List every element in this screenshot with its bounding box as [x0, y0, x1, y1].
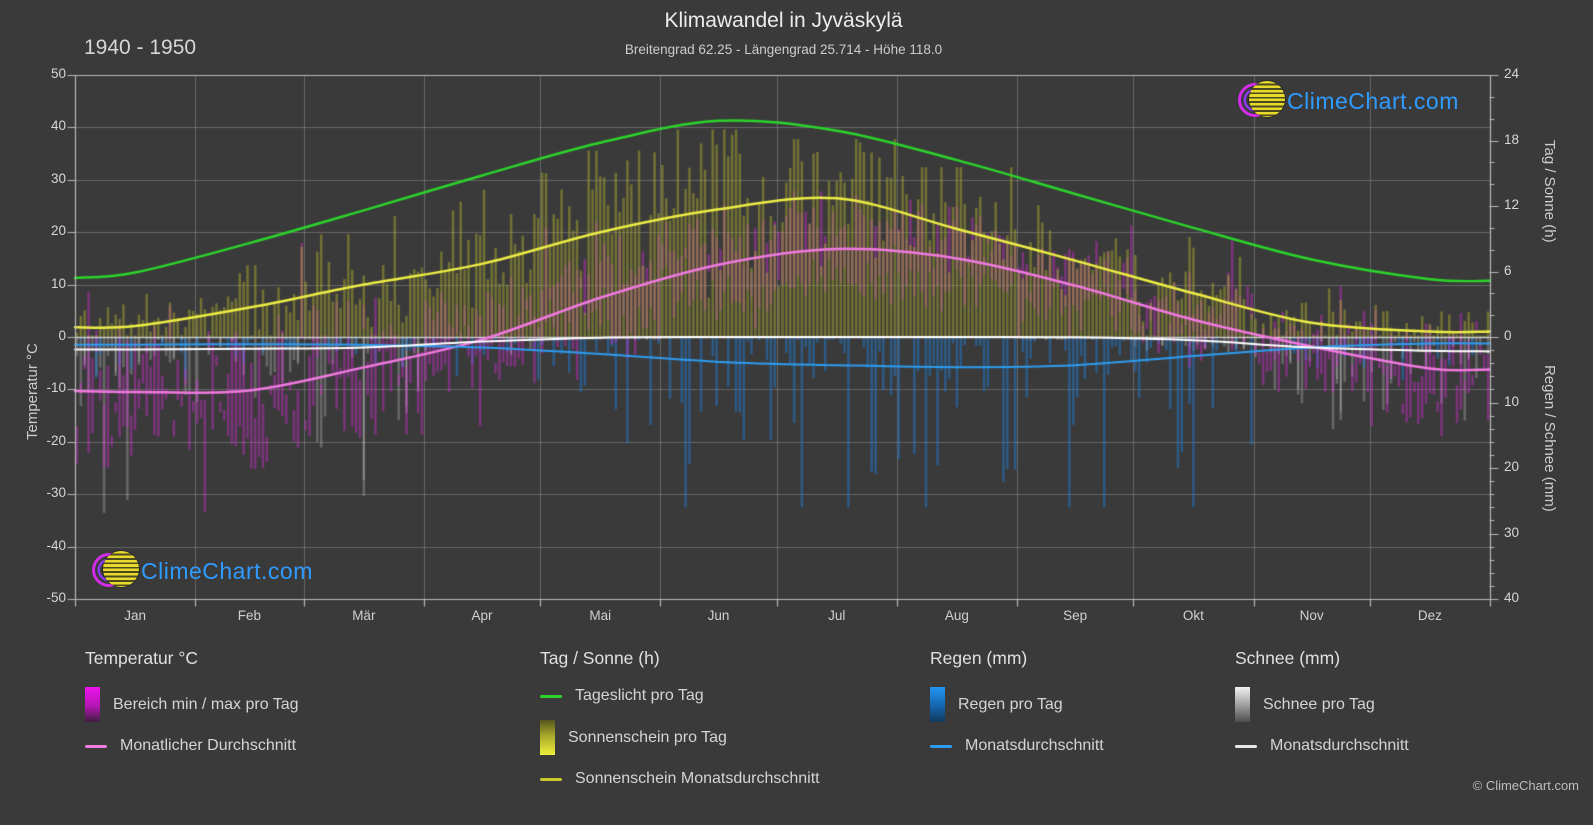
axis-tick-label: 6 [1504, 262, 1512, 278]
chart-title: Klimawandel in Jyväskylä [664, 9, 903, 32]
axis-tick-label: 30 [1504, 524, 1520, 540]
month-label: Apr [471, 608, 493, 623]
right-sun-axis-title: Tag / Sonne (h) [1541, 140, 1558, 243]
legend-swatch-icon [540, 777, 562, 781]
legend-item: Schnee pro Tag [1235, 687, 1409, 722]
axis-tick-label: 10 [1504, 393, 1520, 409]
axis-tick-label: 30 [50, 170, 66, 186]
month-label: Sep [1063, 608, 1088, 623]
axis-tick-label: 0 [1504, 328, 1512, 343]
month-label: Jun [707, 608, 730, 623]
month-label: Okt [1182, 608, 1204, 623]
month-label: Aug [944, 608, 969, 623]
axis-tick-label: -40 [46, 537, 66, 553]
legend-label: Bereich min / max pro Tag [113, 695, 299, 713]
month-label: Nov [1299, 608, 1324, 623]
legend-header: Tag / Sonne (h) [540, 648, 660, 668]
legend-item: Tageslicht pro Tag [540, 687, 820, 705]
axis-tick-label: 18 [1504, 131, 1520, 147]
legend-label: Monatsdurchschnitt [965, 737, 1104, 754]
legend-swatch-icon [540, 720, 555, 755]
legend-swatch-icon [540, 694, 562, 698]
logo-text: ClimeChart.com [141, 557, 313, 584]
legend-label: Sonnenschein Monatsdurchschnitt [575, 770, 820, 787]
climechart-icon [1238, 81, 1285, 121]
month-label: Feb [237, 608, 262, 623]
legend-header: Schnee (mm) [1235, 648, 1341, 668]
legend-swatch-icon [85, 687, 100, 722]
chart-subtitle: Breitengrad 62.25 - Längengrad 25.714 - … [624, 42, 943, 57]
legend-label: Sonnenschein pro Tag [568, 728, 727, 746]
axis-tick-label: -50 [46, 590, 66, 605]
axis-tick-label: 40 [1504, 590, 1520, 605]
legend-column: Regen (mm) Regen pro Tag Monatsdurchschnit… [930, 648, 1104, 755]
axis-tick-label: -30 [46, 485, 66, 501]
copyright: © ClimeChart.com [1472, 778, 1579, 793]
legend-label: Schnee pro Tag [1263, 695, 1375, 713]
legend-label: Tageslicht pro Tag [575, 687, 704, 704]
legend-swatch-icon [930, 744, 952, 748]
axis-tick-label: 0 [58, 328, 66, 343]
legend-label: Monatlicher Durchschnitt [120, 737, 297, 754]
legend-item: Regen pro Tag [930, 687, 1104, 722]
axis-tick-label: 12 [1504, 197, 1520, 212]
legend-column: Tag / Sonne (h) Tageslicht pro Tag Sonnens… [540, 648, 820, 788]
legend-item: Monatlicher Durchschnitt [85, 737, 299, 755]
month-label: Mär [352, 608, 376, 623]
legend-column: Schnee (mm) Schnee pro Tag Monatsdurchschn… [1235, 648, 1409, 755]
axis-tick-label: 40 [50, 118, 66, 134]
legend-item: Bereich min / max pro Tag [85, 687, 299, 722]
legend-swatch-icon [85, 744, 107, 748]
legend-swatch-icon [1235, 744, 1257, 748]
axis-tick-label: 10 [50, 275, 66, 291]
climechart-icon [92, 551, 139, 591]
legend-label: Monatsdurchschnitt [1270, 737, 1409, 754]
month-label: Jan [124, 608, 146, 623]
legend-label: Regen pro Tag [958, 695, 1063, 713]
month-label: Mai [589, 608, 612, 623]
logo-text: ClimeChart.com [1287, 87, 1459, 114]
legend-item: Monatsdurchschnitt [930, 737, 1104, 755]
axis-tick-label: 20 [50, 223, 66, 239]
axis-tick-label: 50 [50, 66, 66, 81]
legend-item: Sonnenschein Monatsdurchschnitt [540, 770, 820, 788]
climechart-logo-bottom[interactable]: ClimeChart.com [92, 551, 313, 591]
period-label: 1940 - 1950 [84, 36, 197, 59]
legend-header: Regen (mm) [930, 648, 1028, 668]
legend-item: Monatsdurchschnitt [1235, 737, 1409, 755]
right-precip-axis-title: Regen / Schnee (mm) [1541, 365, 1558, 512]
axis-tick-label: 24 [1504, 66, 1520, 81]
axis-tick-label: -20 [46, 432, 66, 448]
axis-tick-label: -10 [46, 380, 66, 396]
legend-item: Sonnenschein pro Tag [540, 720, 820, 755]
legend-swatch-icon [1235, 687, 1250, 722]
climechart-logo-top[interactable]: ClimeChart.com [1238, 81, 1459, 121]
month-label: Jul [828, 608, 846, 623]
month-label: Dez [1417, 608, 1442, 623]
legend-column: Temperatur °C Bereich min / max pro Tag Mo… [85, 648, 299, 755]
legend-header: Temperatur °C [85, 648, 199, 668]
axis-tick-label: 20 [1504, 459, 1520, 474]
legend-swatch-icon [930, 687, 945, 722]
